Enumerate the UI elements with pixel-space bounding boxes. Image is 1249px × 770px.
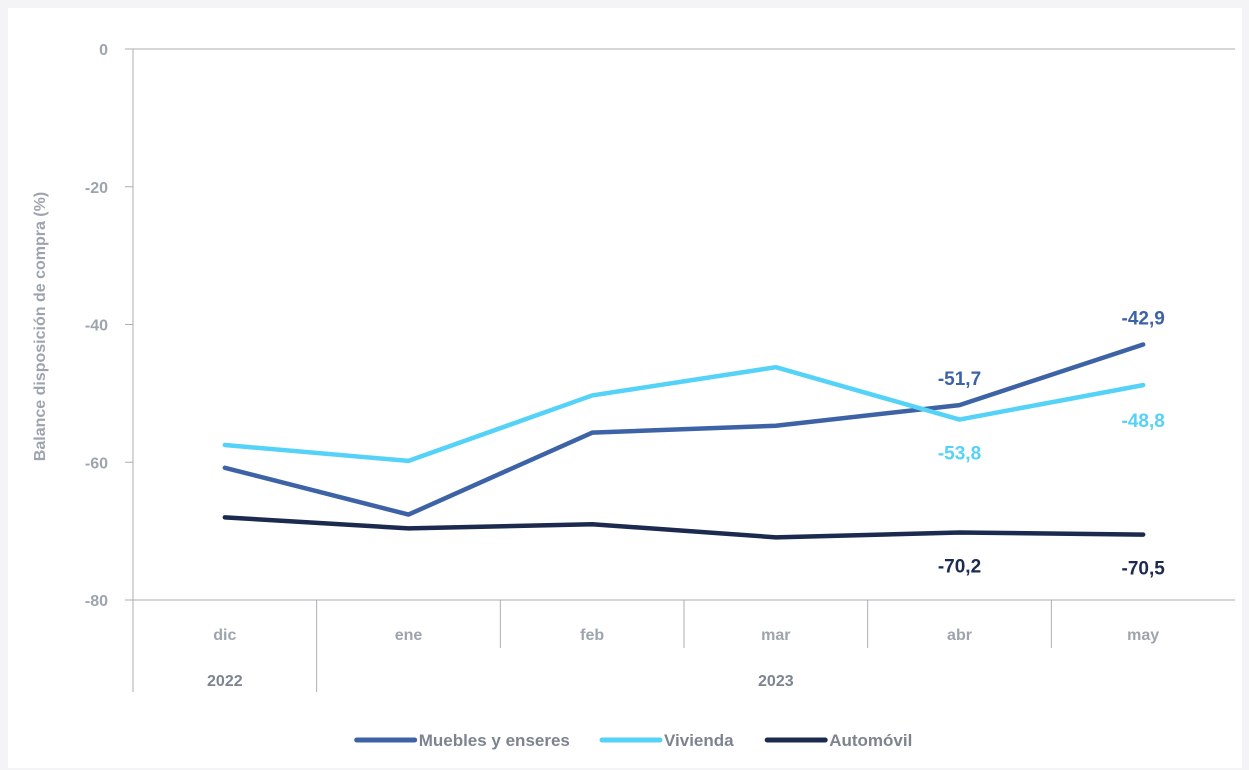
y-axis-title: Balance disposición de compra (%) (32, 192, 49, 461)
x-tick-label: feb (580, 627, 604, 644)
data-label: -51,7 (938, 369, 981, 390)
legend-label: Automóvil (829, 731, 912, 750)
x-tick-label: abr (947, 627, 972, 644)
data-label: -70,2 (938, 557, 981, 578)
legend-label: Muebles y enseres (419, 731, 570, 750)
y-tick-label: 0 (99, 42, 108, 59)
data-label: -70,5 (1122, 559, 1166, 580)
x-tick-label: dic (213, 627, 236, 644)
year-label: 2023 (758, 673, 794, 690)
y-tick-label: -80 (85, 593, 108, 610)
line-chart: 0 -20 -40 -60 -80 Balance disposición de comp… (32, 42, 1235, 750)
data-label: -42,9 (1122, 308, 1165, 329)
data-label: -48,8 (1122, 411, 1165, 432)
year-label: 2022 (207, 673, 243, 690)
series-line-automovil (222, 515, 1146, 540)
series-line-muebles-y-enseres (222, 342, 1146, 517)
x-tick-label: ene (395, 627, 423, 644)
x-tick-label: may (1127, 627, 1159, 644)
y-tick-label: -60 (85, 455, 108, 472)
series-line-vivienda (222, 364, 1146, 464)
y-tick-label: -20 (85, 180, 108, 197)
legend-label: Vivienda (664, 731, 734, 750)
chart-card: 0 -20 -40 -60 -80 Balance disposición de comp… (8, 8, 1242, 768)
x-tick-label: mar (761, 627, 790, 644)
y-tick-label: -40 (85, 318, 108, 335)
data-label: -53,8 (938, 444, 981, 465)
